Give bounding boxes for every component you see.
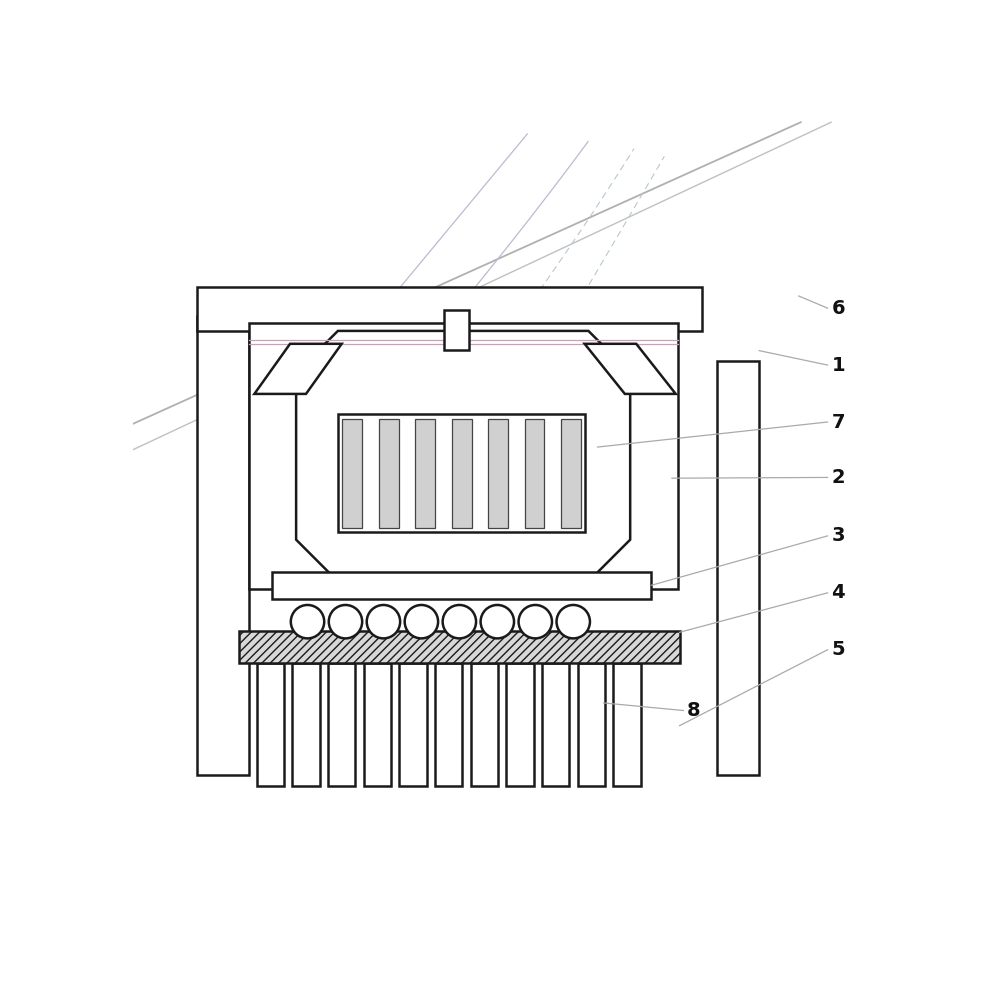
Circle shape <box>367 605 400 638</box>
Bar <box>342 419 362 528</box>
Bar <box>435 664 462 787</box>
Bar <box>506 664 534 787</box>
Circle shape <box>291 605 324 638</box>
Circle shape <box>557 605 590 638</box>
Bar <box>415 419 435 528</box>
Polygon shape <box>585 344 676 394</box>
Text: 7: 7 <box>831 412 845 432</box>
Bar <box>542 664 569 787</box>
Bar <box>197 287 702 331</box>
Bar <box>328 664 355 787</box>
Circle shape <box>329 605 362 638</box>
Text: 8: 8 <box>687 701 701 720</box>
Bar <box>292 664 320 787</box>
Text: 4: 4 <box>831 584 845 602</box>
Circle shape <box>405 605 438 638</box>
Bar <box>525 419 544 528</box>
Text: 3: 3 <box>831 527 845 545</box>
Bar <box>578 664 605 787</box>
Circle shape <box>481 605 514 638</box>
Text: 1: 1 <box>831 356 845 375</box>
Bar <box>257 664 284 787</box>
Circle shape <box>519 605 552 638</box>
Bar <box>488 419 508 528</box>
Text: 5: 5 <box>831 640 845 660</box>
Text: 2: 2 <box>831 468 845 487</box>
Bar <box>561 419 581 528</box>
Polygon shape <box>296 331 630 582</box>
Bar <box>717 361 759 775</box>
Bar <box>239 631 680 664</box>
Bar <box>364 664 391 787</box>
Bar <box>249 323 678 589</box>
Polygon shape <box>254 344 342 394</box>
Bar <box>197 316 249 775</box>
Bar <box>272 572 651 599</box>
Bar <box>338 414 585 532</box>
Bar <box>613 664 641 787</box>
Bar <box>444 311 469 350</box>
Bar <box>471 664 498 787</box>
Text: 6: 6 <box>831 299 845 317</box>
Bar <box>379 419 399 528</box>
Bar <box>452 419 472 528</box>
Circle shape <box>443 605 476 638</box>
Bar <box>399 664 427 787</box>
